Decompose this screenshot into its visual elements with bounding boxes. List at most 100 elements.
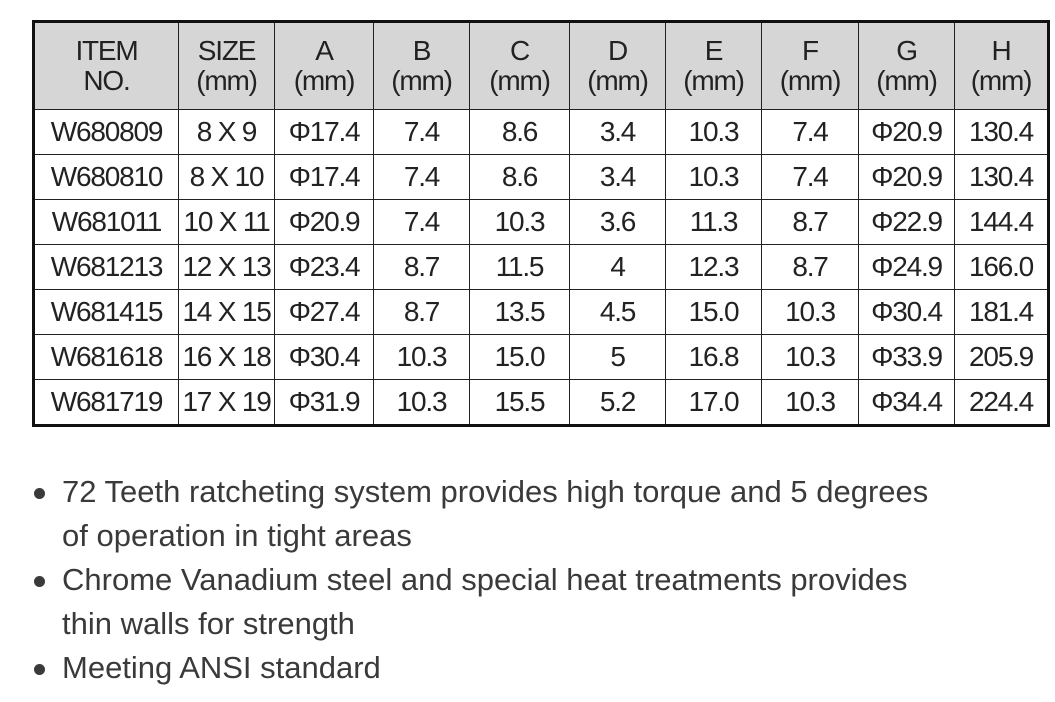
header-cell: B (mm) bbox=[373, 21, 470, 110]
header-text: (mm) bbox=[293, 65, 356, 96]
table-cell: 11.3 bbox=[665, 199, 762, 245]
table-cell: 10.3 bbox=[761, 289, 859, 335]
header-text: D bbox=[607, 35, 628, 66]
table-cell: 15.5 bbox=[469, 379, 570, 426]
table-cell: 8.6 bbox=[469, 154, 570, 200]
table-cell: 130.4 bbox=[954, 154, 1049, 200]
table-cell: 3.4 bbox=[569, 109, 666, 155]
table-cell: Φ34.4 bbox=[858, 379, 955, 426]
table-cell: 10.3 bbox=[469, 199, 570, 245]
table-cell: 12.3 bbox=[665, 244, 762, 290]
bullet-item: Chrome Vanadium steel and special heat t… bbox=[30, 558, 960, 646]
spec-table: ITEM NO. SIZE (mm) A (mm) B (mm) C (mm) D (mm) E (mm)… bbox=[32, 20, 1050, 427]
table-cell: 8.7 bbox=[761, 244, 859, 290]
table-cell: 7.4 bbox=[373, 109, 470, 155]
table-cell: 4.5 bbox=[569, 289, 666, 335]
bullet-item: Meeting ANSI standard bbox=[30, 646, 960, 690]
table-cell: Φ33.9 bbox=[858, 334, 955, 380]
header-text: F bbox=[802, 35, 819, 66]
header-text: SIZE bbox=[197, 35, 257, 66]
table-row: W681213 12 X 13 Φ23.4 8.7 11.5 4 12.3 8.7 Φ24.9 1… bbox=[33, 244, 1049, 290]
table-cell: 181.4 bbox=[954, 289, 1049, 335]
table-row: W680809 8 X 9 Φ17.4 7.4 8.6 3.4 10.3 7.4 Φ20.9 13… bbox=[33, 109, 1049, 155]
table-cell: Φ17.4 bbox=[274, 154, 374, 200]
header-text: (mm) bbox=[876, 65, 938, 96]
table-cell: 17 X 19 bbox=[178, 379, 275, 426]
table-cell: 5 bbox=[569, 334, 666, 380]
table-cell: 166.0 bbox=[954, 244, 1049, 290]
table-cell: Φ20.9 bbox=[858, 109, 955, 155]
feature-list: 72 Teeth ratcheting system provides high… bbox=[30, 470, 960, 690]
header-cell: A (mm) bbox=[274, 21, 374, 110]
table-cell: 8.7 bbox=[761, 199, 859, 245]
header-cell: C (mm) bbox=[469, 21, 570, 110]
table-cell: 3.6 bbox=[569, 199, 666, 245]
header-text: (mm) bbox=[391, 65, 453, 96]
table-cell: 7.4 bbox=[761, 109, 859, 155]
table-cell: W680809 bbox=[33, 109, 179, 155]
header-cell: SIZE (mm) bbox=[178, 21, 275, 110]
table-cell: Φ20.9 bbox=[274, 199, 374, 245]
table-cell: 5.2 bbox=[569, 379, 666, 426]
table-cell: W681719 bbox=[33, 379, 179, 426]
table-cell: 17.0 bbox=[665, 379, 762, 426]
table-cell: Φ24.9 bbox=[858, 244, 955, 290]
header-text: (mm) bbox=[489, 65, 551, 96]
table-cell: 8.7 bbox=[373, 289, 470, 335]
header-cell: D (mm) bbox=[569, 21, 666, 110]
table-cell: 8 X 9 bbox=[178, 109, 275, 155]
table-cell: 224.4 bbox=[954, 379, 1049, 426]
header-text: (mm) bbox=[587, 65, 649, 96]
table-cell: 10.3 bbox=[761, 379, 859, 426]
table-cell: 8.7 bbox=[373, 244, 470, 290]
header-cell: H (mm) bbox=[954, 21, 1049, 110]
header-text: B bbox=[412, 35, 432, 66]
header-text: G bbox=[896, 35, 918, 66]
table-cell: 11.5 bbox=[469, 244, 570, 290]
table-cell: 7.4 bbox=[373, 154, 470, 200]
header-row: ITEM NO. SIZE (mm) A (mm) B (mm) C (mm) D (mm) E (mm)… bbox=[33, 21, 1049, 110]
table-row: W681415 14 X 15 Φ27.4 8.7 13.5 4.5 15.0 10.3 Φ30… bbox=[33, 289, 1049, 335]
header-cell: F (mm) bbox=[761, 21, 859, 110]
table-cell: 13.5 bbox=[469, 289, 570, 335]
table-cell: 15.0 bbox=[469, 334, 570, 380]
table-cell: W680810 bbox=[33, 154, 179, 200]
table-cell: W681213 bbox=[33, 244, 179, 290]
table-cell: Φ23.4 bbox=[274, 244, 374, 290]
table-cell: W681011 bbox=[33, 199, 179, 245]
table-cell: Φ31.9 bbox=[274, 379, 374, 426]
table-cell: 205.9 bbox=[954, 334, 1049, 380]
table-cell: 7.4 bbox=[373, 199, 470, 245]
table-cell: 10.3 bbox=[373, 334, 470, 380]
header-text: ITEM bbox=[75, 35, 138, 66]
header-text: (mm) bbox=[779, 65, 842, 96]
header-text: (mm) bbox=[683, 65, 745, 96]
table-cell: 10 X 11 bbox=[178, 199, 275, 245]
table-cell: W681415 bbox=[33, 289, 179, 335]
header-text: (mm) bbox=[970, 65, 1033, 96]
table-cell: 10.3 bbox=[761, 334, 859, 380]
header-cell: ITEM NO. bbox=[33, 21, 179, 110]
table-row: W681011 10 X 11 Φ20.9 7.4 10.3 3.6 11.3 8.7 Φ22.… bbox=[33, 199, 1049, 245]
table-cell: Φ17.4 bbox=[274, 109, 374, 155]
table-cell: 10.3 bbox=[665, 154, 762, 200]
table-row: W681719 17 X 19 Φ31.9 10.3 15.5 5.2 17.0 10.3 Φ3… bbox=[33, 379, 1049, 426]
header-cell: E (mm) bbox=[665, 21, 762, 110]
header-text: C bbox=[509, 35, 530, 66]
header-text: NO. bbox=[83, 65, 130, 96]
table-cell: 4 bbox=[569, 244, 666, 290]
table-cell: Φ20.9 bbox=[858, 154, 955, 200]
table-cell: 16.8 bbox=[665, 334, 762, 380]
table-cell: 15.0 bbox=[665, 289, 762, 335]
table-row: W681618 16 X 18 Φ30.4 10.3 15.0 5 16.8 10.3 Φ33.… bbox=[33, 334, 1049, 380]
table-cell: 130.4 bbox=[954, 109, 1049, 155]
table-cell: 10.3 bbox=[373, 379, 470, 426]
header-text: A bbox=[315, 35, 334, 66]
table-cell: 8.6 bbox=[469, 109, 570, 155]
table-row: W680810 8 X 10 Φ17.4 7.4 8.6 3.4 10.3 7.4 Φ20.9 1… bbox=[33, 154, 1049, 200]
table-cell: Φ30.4 bbox=[858, 289, 955, 335]
table-cell: 8 X 10 bbox=[178, 154, 275, 200]
table-cell: 10.3 bbox=[665, 109, 762, 155]
table-cell: Φ30.4 bbox=[274, 334, 374, 380]
header-text: (mm) bbox=[196, 65, 258, 96]
